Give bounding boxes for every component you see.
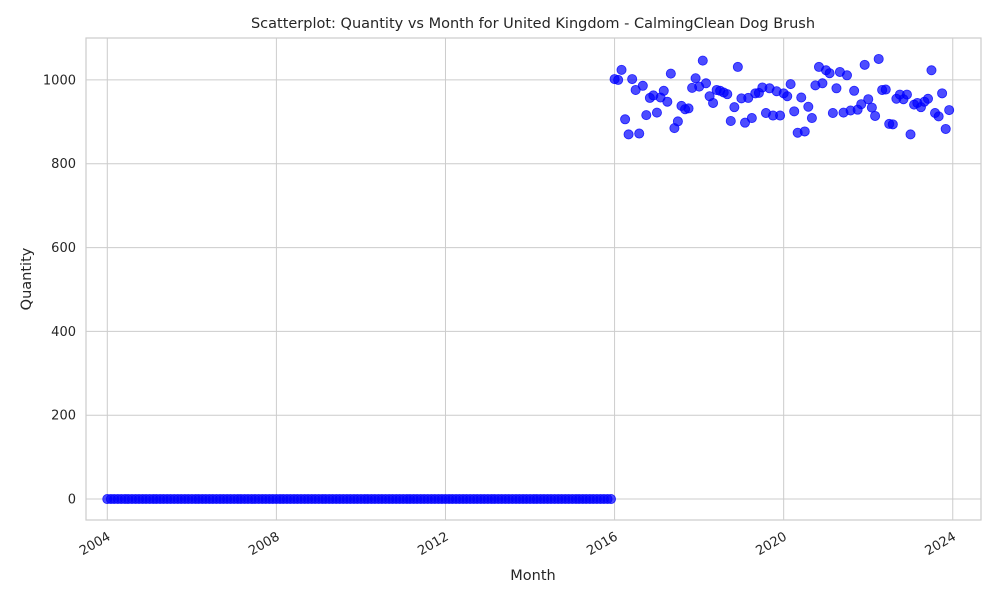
data-point <box>873 53 884 64</box>
data-point <box>634 128 645 139</box>
data-point <box>940 123 951 134</box>
x-tick-label: 2004 <box>77 529 113 559</box>
data-point <box>641 110 652 121</box>
data-point <box>789 106 800 117</box>
data-point <box>785 79 796 90</box>
data-point <box>613 74 624 85</box>
data-point <box>743 92 754 103</box>
x-tick-label: 2020 <box>754 529 790 559</box>
data-point <box>849 85 860 96</box>
data-points <box>102 53 955 505</box>
data-point <box>775 110 786 121</box>
y-tick-label: 600 <box>51 241 76 256</box>
y-tick-label: 1000 <box>43 73 76 88</box>
data-point <box>796 92 807 103</box>
data-point <box>697 55 708 66</box>
data-point <box>870 110 881 121</box>
data-point <box>806 113 817 124</box>
y-axis-title: Quantity <box>19 247 35 310</box>
data-point <box>922 93 933 104</box>
data-point <box>620 114 631 125</box>
data-point <box>665 68 676 79</box>
x-tick-labels: 2004 2008 2012 2016 2020 2024 <box>77 529 959 559</box>
data-point <box>605 494 616 505</box>
data-point <box>732 61 743 72</box>
chart-title: Scatterplot: Quantity vs Month for Unite… <box>251 16 815 32</box>
data-point <box>926 65 937 76</box>
data-point <box>856 99 867 110</box>
data-point <box>901 89 912 100</box>
data-point <box>866 102 877 113</box>
data-point <box>863 94 874 105</box>
x-tick-label: 2024 <box>923 529 959 559</box>
x-tick-label: 2012 <box>415 529 451 559</box>
data-point <box>722 89 733 100</box>
data-point <box>841 70 852 81</box>
data-point <box>725 115 736 126</box>
data-point <box>799 126 810 137</box>
data-point <box>746 113 757 124</box>
y-tick-label: 800 <box>51 157 76 172</box>
data-point <box>690 73 701 84</box>
y-tick-label: 400 <box>51 325 76 340</box>
data-point <box>905 129 916 140</box>
data-point <box>662 96 673 107</box>
data-point <box>887 119 898 130</box>
x-tick-label: 2008 <box>246 529 282 559</box>
x-tick-label: 2016 <box>584 529 620 559</box>
data-point <box>827 108 838 119</box>
y-tick-label: 200 <box>51 409 76 424</box>
data-point <box>824 68 835 79</box>
data-point <box>817 78 828 89</box>
data-point <box>701 78 712 89</box>
data-point <box>803 101 814 112</box>
y-tick-label: 0 <box>68 493 76 508</box>
data-point <box>782 91 793 102</box>
data-point <box>672 116 683 127</box>
data-point <box>637 80 648 91</box>
data-point <box>933 111 944 122</box>
data-point <box>651 107 662 118</box>
x-axis-title: Month <box>510 568 555 584</box>
data-point <box>937 88 948 99</box>
data-point <box>616 64 627 75</box>
data-point <box>880 84 891 95</box>
data-point <box>729 102 740 113</box>
data-point <box>708 97 719 108</box>
y-tick-labels: 0 200 400 600 800 1000 <box>43 73 76 507</box>
data-point <box>944 105 955 116</box>
data-point <box>859 59 870 70</box>
data-point <box>623 129 634 140</box>
data-point <box>740 117 751 128</box>
data-point <box>627 74 638 85</box>
data-point <box>683 103 694 114</box>
plot-area <box>85 37 982 521</box>
data-point <box>831 83 842 94</box>
grid <box>86 38 981 520</box>
data-point <box>658 85 669 96</box>
